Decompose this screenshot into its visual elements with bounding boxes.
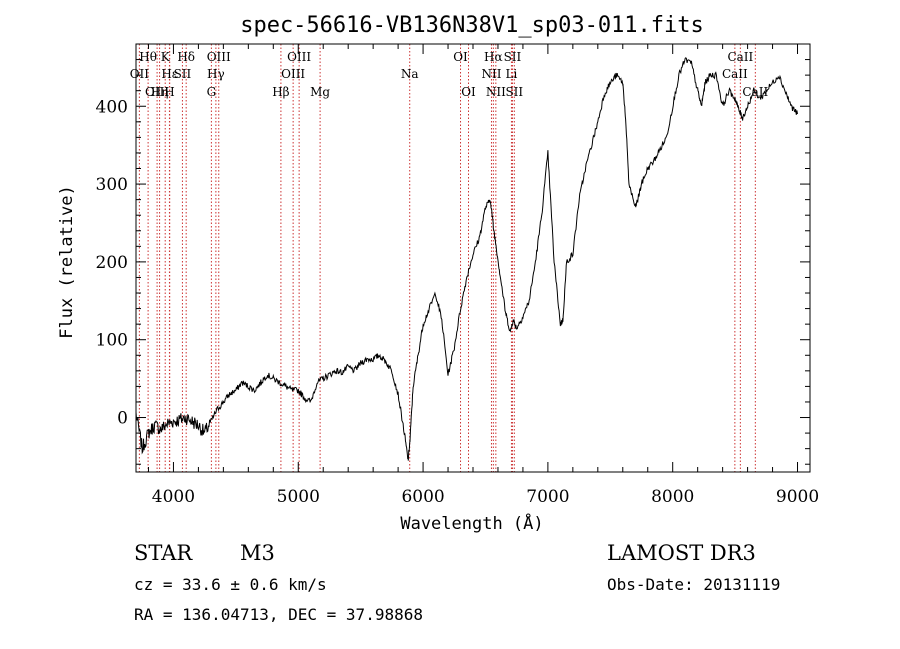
- y-tick-label: 100: [96, 331, 128, 351]
- x-tick-label: 6000: [401, 487, 444, 507]
- line-marker-label: OIII: [281, 67, 305, 81]
- line-marker-label: G: [207, 85, 217, 99]
- line-marker-label: SII: [174, 67, 192, 81]
- line-marker-label: Hδ: [177, 50, 195, 64]
- line-marker-label: CaII: [727, 50, 753, 64]
- x-tick-label: 8000: [651, 487, 694, 507]
- redshift-velocity: cz = 33.6 ± 0.6 km/s: [134, 575, 327, 594]
- plot-frame: [135, 43, 811, 473]
- line-marker-label: Hβ: [272, 85, 289, 99]
- x-axis: 4000 5000 6000 7000 8000 9000: [147, 44, 819, 507]
- object-subclass: M3: [240, 541, 275, 565]
- y-tick-label: 200: [96, 253, 128, 273]
- line-marker-label: OI: [461, 85, 476, 99]
- object-class: STAR: [134, 541, 193, 565]
- coordinates: RA = 136.04713, DEC = 37.98868: [134, 605, 423, 624]
- line-marker-label: Hθ: [139, 50, 157, 64]
- line-marker-label: OI: [453, 50, 468, 64]
- x-tick-label: 5000: [277, 487, 320, 507]
- line-marker-label: SII: [504, 50, 522, 64]
- y-tick-label: 400: [96, 97, 128, 117]
- x-tick-label: 4000: [152, 487, 195, 507]
- y-axis-label: Flux (relative): [57, 185, 77, 339]
- line-marker-label: K: [161, 50, 171, 64]
- line-marker-label: Na: [401, 67, 419, 81]
- x-axis-label: Wavelength (Å): [400, 512, 543, 534]
- line-marker-label: Hγ: [207, 67, 225, 81]
- line-marker-label: NII: [481, 67, 501, 81]
- x-tick-label: 9000: [776, 487, 819, 507]
- line-marker-label: OIII: [207, 50, 231, 64]
- observation-date: Obs-Date: 20131119: [607, 575, 780, 594]
- line-marker-group: [138, 44, 756, 472]
- line-marker-label: OIII: [287, 50, 311, 64]
- line-marker-label: CaII: [722, 67, 748, 81]
- line-marker-label: SII: [505, 85, 523, 99]
- y-axis: 0 100 200 300 400: [96, 43, 810, 465]
- line-marker-label: NII: [486, 85, 506, 99]
- y-tick-label: 0: [117, 409, 128, 429]
- x-tick-label: 7000: [526, 487, 569, 507]
- y-tick-label: 300: [96, 175, 128, 195]
- line-marker-label: H: [164, 85, 174, 99]
- line-marker-label: Hη: [151, 85, 169, 99]
- line-marker-label: OIII: [145, 85, 169, 99]
- chart-title: spec-56616-VB136N38V1_sp03-011.fits: [240, 13, 704, 38]
- line-marker-label: Hα: [484, 50, 503, 64]
- line-marker-label: Mg: [310, 85, 330, 99]
- line-marker-label: Li: [506, 67, 518, 81]
- line-marker-label: Hε: [161, 67, 178, 81]
- line-marker-label: OII: [130, 67, 150, 81]
- survey-name: LAMOST DR3: [607, 541, 756, 565]
- spectrum-line: [135, 57, 798, 461]
